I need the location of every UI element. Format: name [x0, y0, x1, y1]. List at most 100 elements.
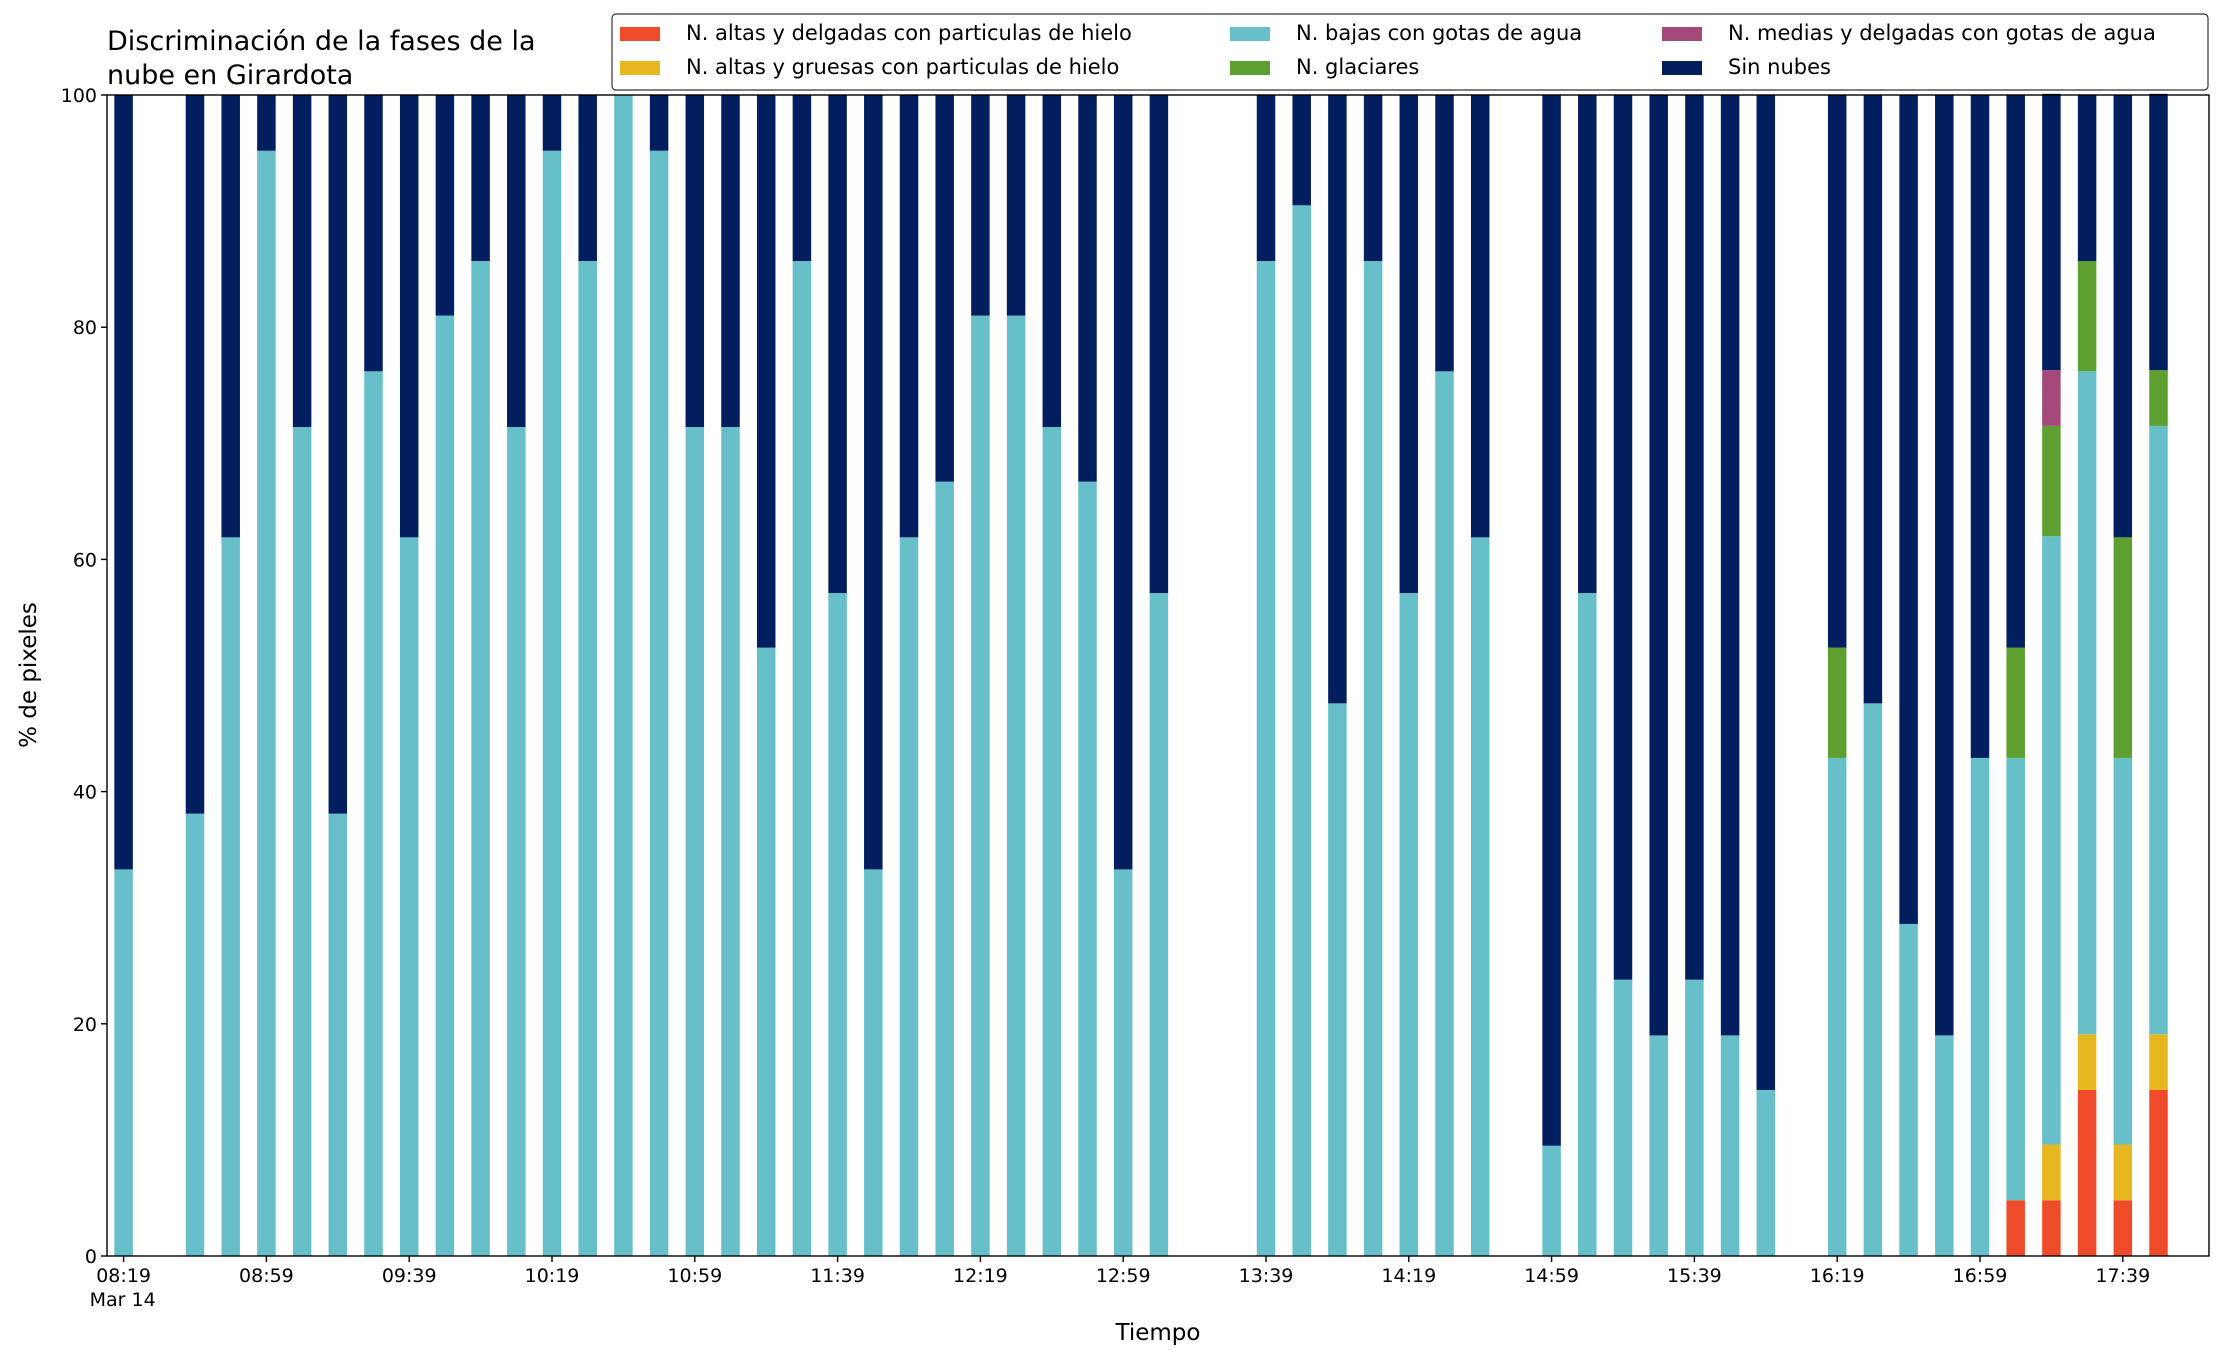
- bar-segment: [435, 95, 455, 316]
- bar-segment: [828, 593, 847, 1256]
- bar-segment: [721, 95, 740, 428]
- bar-segment: [507, 95, 526, 428]
- bar-segment: [2113, 1200, 2133, 1256]
- bar-segment: [1006, 95, 1026, 316]
- bar-segment: [2113, 1144, 2133, 1201]
- bar-segment: [221, 537, 240, 1256]
- bar-segment: [1685, 979, 1704, 1256]
- bar-segment: [2006, 1200, 2025, 1256]
- bar-segment: [971, 95, 990, 316]
- y-tick-label: 0: [85, 1246, 97, 1268]
- bar-segment: [2077, 371, 2097, 1035]
- bar-segment: [1827, 757, 1847, 1256]
- bar-segment: [1363, 261, 1383, 1256]
- bar-segment: [471, 261, 490, 1256]
- bar-segment: [221, 95, 240, 538]
- bar-segment: [399, 95, 419, 538]
- bar-segment: [2006, 647, 2025, 758]
- bar-segment: [935, 481, 954, 1256]
- bar-segment: [649, 95, 669, 151]
- bar-segment: [2149, 1089, 2168, 1256]
- bar-segment: [364, 95, 383, 372]
- bar-segment: [542, 95, 562, 151]
- bar-segment: [2042, 425, 2061, 537]
- bar-segment: [828, 95, 847, 594]
- bar-segment: [257, 95, 276, 151]
- bar-segment: [1470, 95, 1490, 538]
- bar-segment: [2149, 1034, 2168, 1090]
- bar-segment: [1256, 261, 1276, 1256]
- x-tick-label: 09:39: [382, 1265, 437, 1287]
- bar-segment: [649, 150, 669, 1256]
- x-axis-label: Tiempo: [1115, 1320, 1201, 1346]
- bar-segment: [2042, 1144, 2061, 1201]
- bar-segment: [185, 813, 205, 1256]
- bar-segment: [1328, 703, 1347, 1256]
- bar-segment: [578, 95, 597, 262]
- bar-segment: [364, 371, 383, 1256]
- bar-segment: [1292, 205, 1311, 1256]
- bar-segment: [721, 427, 740, 1256]
- bar-segment: [2149, 93, 2168, 371]
- bar-segment: [2042, 93, 2061, 371]
- bar-segment: [1899, 923, 1918, 1256]
- bar-segment: [1827, 647, 1847, 758]
- bar-segment: [1542, 1145, 1561, 1256]
- axes-frame: [106, 94, 2210, 1257]
- bar-segment: [1649, 1035, 1668, 1256]
- bar-segment: [1113, 869, 1133, 1256]
- bar-segment: [114, 869, 133, 1256]
- bar-segment: [1578, 95, 1597, 594]
- bar-segment: [2042, 1200, 2061, 1256]
- bar-segment: [2006, 757, 2025, 1201]
- bar-segment: [2113, 757, 2133, 1145]
- bar-segment: [1756, 95, 1776, 1090]
- bar-segment: [1149, 95, 1169, 594]
- bar-segment: [2149, 370, 2168, 426]
- bar-segment: [507, 427, 526, 1256]
- y-tick-label: 20: [73, 1014, 97, 1036]
- bar-segment: [257, 150, 276, 1256]
- x-tick-label: 16:19: [1810, 1265, 1865, 1287]
- bar-segment: [1756, 1089, 1776, 1256]
- bar-segment: [1078, 95, 1097, 482]
- bar-segment: [1256, 95, 1276, 262]
- bar-segment: [435, 315, 455, 1257]
- bar-segment: [864, 95, 883, 870]
- x-tick-label: 11:39: [810, 1265, 865, 1287]
- bar-segment: [1970, 757, 1990, 1256]
- bar-segment: [1863, 703, 1883, 1256]
- bar-segment: [399, 537, 419, 1256]
- bar-segment: [1827, 95, 1847, 648]
- bar-segment: [578, 261, 597, 1256]
- bar-segment: [1685, 95, 1704, 980]
- bar-segment: [1399, 95, 1419, 594]
- bar-segment: [1720, 95, 1740, 1036]
- bar-segment: [1078, 481, 1097, 1256]
- bar-segment: [1470, 537, 1490, 1256]
- bar-segment: [1042, 427, 1062, 1256]
- bar-segment: [2077, 261, 2097, 372]
- bar-segment: [864, 869, 883, 1256]
- y-tick-label: 100: [61, 85, 97, 107]
- x-date-label: Mar 14: [90, 1289, 156, 1311]
- legend-label: N. bajas con gotas de agua: [1296, 21, 1582, 45]
- bar-segment: [114, 95, 133, 870]
- bar-segment: [1363, 95, 1383, 262]
- legend-label: N. altas y gruesas con particulas de hie…: [686, 55, 1119, 79]
- y-tick-label: 80: [73, 317, 97, 339]
- bar-segment: [971, 315, 990, 1257]
- legend-label: N. altas y delgadas con particulas de hi…: [686, 21, 1132, 45]
- x-tick-label: 12:59: [1096, 1265, 1151, 1287]
- y-tick-label: 40: [73, 782, 97, 804]
- bar-segment: [2042, 536, 2061, 1145]
- x-tick-label: 17:39: [2095, 1265, 2150, 1287]
- bar-segment: [685, 95, 705, 428]
- x-tick-label: 08:19: [96, 1265, 151, 1287]
- x-tick-label: 08:59: [239, 1265, 294, 1287]
- bar-segment: [2077, 95, 2097, 262]
- bar-segment: [1435, 95, 1454, 372]
- bar-segment: [1613, 979, 1633, 1256]
- bar-segment: [2113, 537, 2133, 758]
